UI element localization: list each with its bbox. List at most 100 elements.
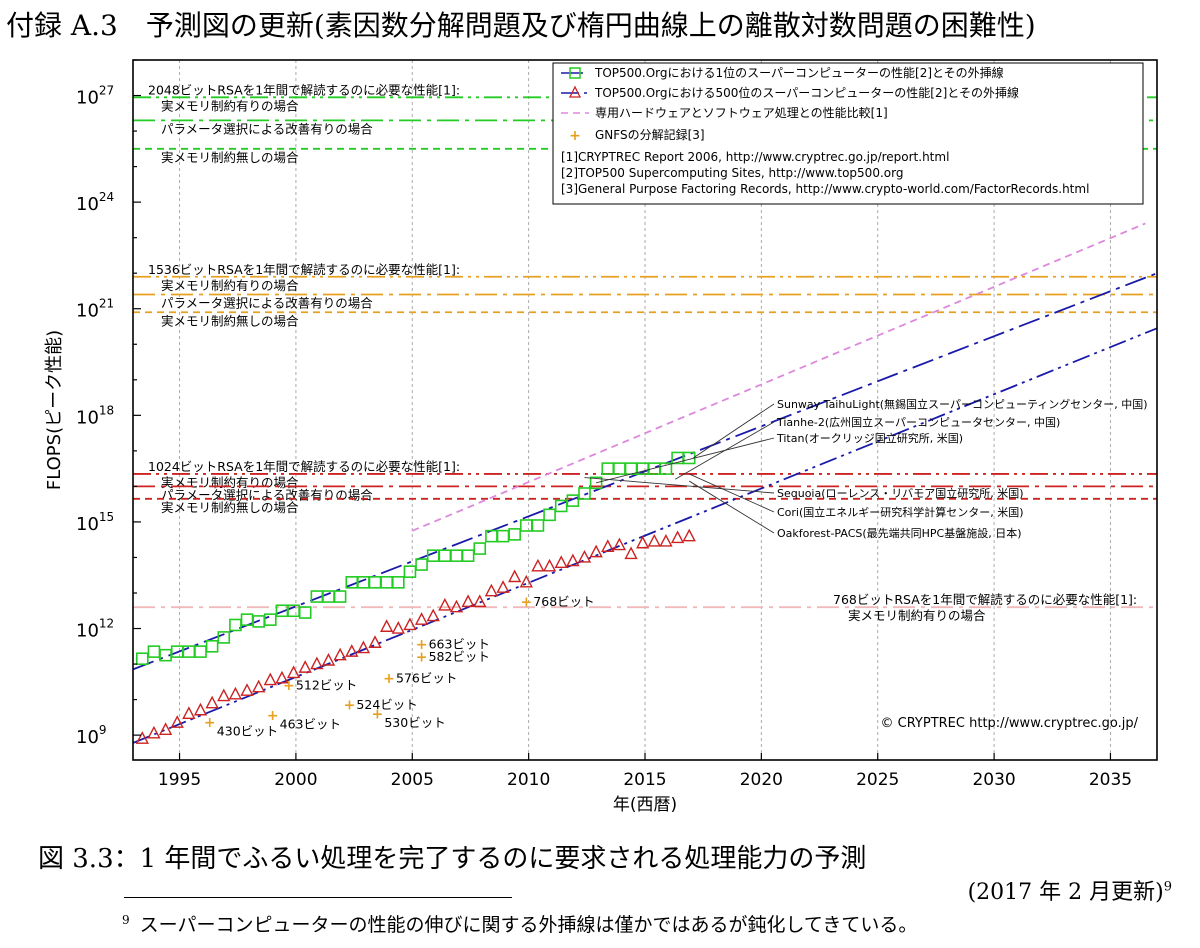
y-tick-label: 1012: [76, 617, 114, 642]
top1-point: [531, 519, 545, 532]
y-tick-label: 1027: [76, 84, 114, 109]
gnfs-label: 430ビット: [217, 724, 278, 739]
gnfs-point: +: [416, 649, 428, 665]
top1-point: [333, 590, 347, 603]
threshold-header: 1024ビットRSAを1年間で解読するのに必要な性能[1]:: [148, 459, 460, 474]
gnfs-label: 768ビット: [533, 594, 594, 609]
update-note: (2017 年 2 月更新)9: [968, 874, 1172, 906]
chart: 2048ビットRSAを1年間で解読するのに必要な性能[1]:実メモリ制約有りの場…: [44, 59, 1158, 815]
top1-point: [659, 462, 673, 475]
gnfs-point: +: [520, 594, 532, 610]
top1-point: [473, 542, 487, 555]
top1-point: [205, 639, 219, 653]
top500-point: [589, 544, 603, 558]
annotation-leader: [584, 477, 775, 494]
footnote-text: スーパーコンピューターの性能の伸びに関する外挿線は僅かではあるが鈍化してきている…: [139, 914, 918, 936]
footnote-rule: [124, 897, 512, 898]
x-tick-label: 2035: [1089, 770, 1132, 790]
top1-point: [508, 528, 521, 541]
top1-point: [438, 549, 452, 562]
top1-point: [147, 645, 161, 658]
top500-point: [612, 537, 627, 551]
gnfs-point: +: [383, 671, 395, 687]
top1-point: [543, 508, 556, 522]
top500-point: [542, 558, 557, 572]
y-tick-label: 1021: [76, 297, 114, 322]
top500-point: [391, 621, 405, 634]
top500-point: [461, 594, 475, 608]
gnfs-point: +: [416, 637, 428, 653]
gnfs-label: 582ビット: [429, 649, 490, 664]
annotation-label: Tianhe-2(広州国立スーパーコンピュータセンター, 中国): [776, 415, 1060, 429]
extrapolation-line-top1: [132, 272, 1158, 671]
gnfs-label: 512ビット: [296, 677, 357, 692]
threshold-label: パラメータ選択による改善有りの場合: [161, 121, 373, 136]
y-tick-label: 109: [76, 723, 107, 748]
extrapolation-line-top500: [132, 327, 1158, 744]
top1-point: [264, 613, 277, 626]
gnfs-point: +: [204, 715, 216, 731]
legend-box: [552, 62, 1144, 205]
top500-point: [438, 597, 452, 611]
top500-point: [508, 569, 522, 583]
top500-point: [496, 580, 510, 593]
threshold-header: 1536ビットRSAを1年間で解読するのに必要な性能[1]:: [148, 262, 460, 277]
extrapolation-line-special_hw: [411, 222, 1146, 532]
top500-point: [554, 555, 568, 568]
x-tick-label: 1995: [158, 770, 201, 790]
threshold-label: 実メモリ制約無しの場合: [161, 150, 299, 165]
threshold-label: 実メモリ制約有りの場合: [161, 278, 299, 293]
annotation-label: Cori(国立エネルギー研究科学計算センター, 米国): [777, 505, 1024, 519]
y-tick-label: 1024: [76, 190, 114, 215]
top500-point: [263, 672, 277, 686]
annotation-leader: [689, 473, 775, 513]
update-note-text: (2017 年 2 月更新): [967, 880, 1164, 905]
legend-label-gnfs: GNFSの分解記録[3]: [595, 127, 705, 142]
top1-point: [461, 549, 475, 562]
legend-label-top500: TOP500.Orgにおける500位のスーパーコンピューターの性能[2]とその外…: [594, 85, 1019, 100]
legend-reference: [3]General Purpose Factoring Records, ht…: [561, 182, 1089, 196]
top1-point: [403, 565, 417, 578]
annotations: Sunway TaihuLight(無錫国立スーパーコンピューティングセンター,…: [584, 397, 1148, 731]
top500-point: [286, 665, 301, 679]
legend-label-special_hw: 専用ハードウェアとソフトウェア処理との性能比較[1]: [595, 105, 888, 120]
top1-point: [194, 645, 207, 658]
top500-point: [624, 546, 638, 560]
legend-reference: [1]CRYPTREC Report 2006, http://www.cryp…: [561, 150, 949, 164]
top500-point: [414, 612, 429, 625]
gnfs-point: +: [344, 697, 356, 713]
gnfs-point: +: [371, 706, 383, 722]
legend-swatch-plus: +: [569, 128, 581, 144]
legend: TOP500.Orgにおける1位のスーパーコンピューターの性能[2]とその外挿線…: [552, 62, 1144, 205]
gnfs-label: 576ビット: [396, 670, 457, 685]
y-tick-label: 1015: [76, 510, 114, 535]
legend-label-top1: TOP500.Orgにおける1位のスーパーコンピューターの性能[2]とその外挿線: [594, 65, 1004, 80]
gnfs-label: 530ビット: [384, 715, 445, 730]
top500-point: [403, 617, 417, 631]
top500-point: [380, 619, 394, 632]
top500-point: [193, 702, 208, 716]
x-tick-label: 2025: [856, 770, 899, 790]
legend-reference: [2]TOP500 Supercomputing Sites, http://w…: [561, 166, 903, 180]
y-axis-label: FLOPS(ピーク性能): [44, 330, 65, 490]
data-points: +430ビット+ 463ビット+ 512ビット+ 524ビット+ 530ビット+ 576ビ…: [135, 451, 696, 744]
top1-point: [450, 549, 463, 562]
threshold-label: 実メモリ制約有りの場合: [848, 608, 986, 623]
gnfs-point: +: [283, 678, 295, 694]
top500-point: [182, 706, 196, 720]
top500-point: [158, 722, 173, 735]
gnfs-label: 524ビット: [356, 697, 417, 712]
top500-point: [170, 715, 184, 728]
threshold-label: 実メモリ制約無しの場合: [161, 313, 299, 328]
threshold-label: 実メモリ制約有りの場合: [161, 98, 299, 113]
top1-point: [601, 462, 615, 475]
top500-point: [531, 558, 545, 572]
threshold-label: 実メモリ制約無しの場合: [161, 500, 299, 515]
top1-point: [368, 576, 382, 589]
threshold-label: パラメータ選択による改善有りの場合: [161, 296, 373, 311]
top1-point: [589, 476, 603, 490]
x-tick-label: 2015: [623, 770, 666, 790]
top1-point: [298, 606, 312, 619]
axes: 1995 2000 2005 2010 2015 2020 2025 2030 2035 109 1…: [44, 59, 1158, 815]
figure-caption: 図 3.3：1 年間でふるい処理を完了するのに要求される処理能力の予測: [38, 844, 867, 874]
